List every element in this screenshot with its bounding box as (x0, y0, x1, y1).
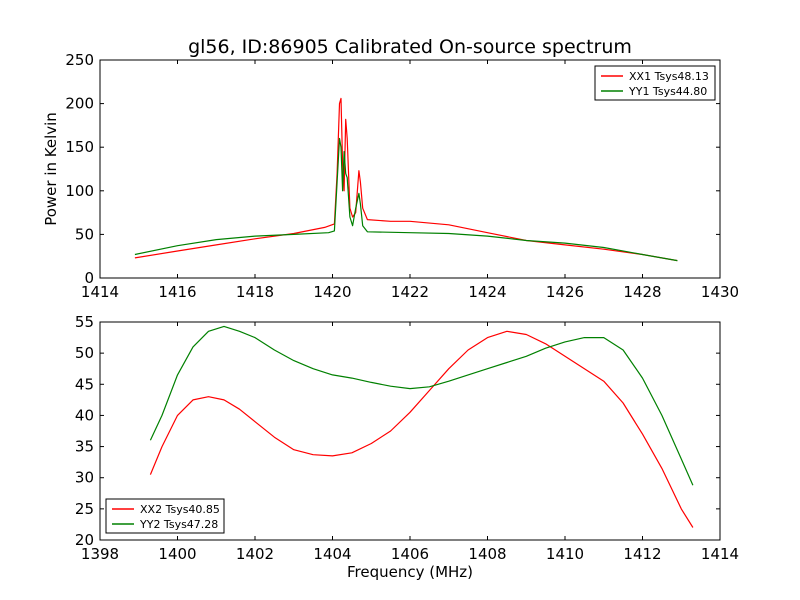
bottom-y-tick-label: 55 (75, 313, 94, 331)
top-x-tick-label: 1428 (623, 283, 661, 301)
bottom-y-tick-label: 20 (75, 531, 94, 549)
top-legend-label-1: XX1 Tsys48.13 (629, 70, 709, 83)
top-y-tick-label: 50 (75, 225, 94, 243)
bottom-x-tick-label: 1402 (236, 545, 274, 563)
top-legend-label-2: YY1 Tsys44.80 (628, 85, 707, 98)
top-x-tick-label: 1418 (236, 283, 274, 301)
bottom-x-axis-label: Frequency (MHz) (347, 563, 473, 581)
top-x-tick-label: 1430 (701, 283, 739, 301)
top-series-line-1 (134, 97, 678, 262)
top-y-tick-label: 100 (65, 182, 94, 200)
top-x-tick-label: 1424 (468, 283, 506, 301)
bottom-legend-label-1: XX2 Tsys40.85 (140, 503, 220, 516)
top-x-tick-label: 1416 (158, 283, 196, 301)
bottom-y-tick-label: 25 (75, 500, 94, 518)
bottom-x-tick-label: 1398 (81, 545, 119, 563)
bottom-y-tick-label: 45 (75, 375, 94, 393)
bottom-chart-panel: 1398 1400 1402 1404 1406 1408 1410 1412 1414 20 25… (75, 313, 739, 581)
top-y-axis-label: Power in Kelvin (42, 112, 60, 226)
top-x-tick-label: 1414 (81, 283, 119, 301)
bottom-series-line-1 (149, 330, 694, 528)
top-y-tick-label: 150 (65, 138, 94, 156)
top-chart-panel: 1414 1416 1418 1420 1422 1424 1426 1428 1430 0 50 1… (42, 51, 739, 301)
bottom-x-tick-label: 1404 (313, 545, 351, 563)
top-y-tick-label: 200 (65, 95, 94, 113)
bottom-y-tick-label: 30 (75, 469, 94, 487)
bottom-legend-label-2: YY2 Tsys47.28 (139, 518, 218, 531)
bottom-x-tick-label: 1408 (468, 545, 506, 563)
top-series-line-2 (134, 137, 678, 262)
top-y-tick-label: 250 (65, 51, 94, 69)
bottom-series-line-2 (149, 325, 694, 486)
bottom-x-tick-label: 1414 (701, 545, 739, 563)
bottom-x-tick-label: 1406 (391, 545, 429, 563)
top-x-tick-label: 1422 (391, 283, 429, 301)
top-x-tick-label: 1426 (546, 283, 584, 301)
bottom-x-tick-label: 1410 (546, 545, 584, 563)
bottom-y-tick-label: 40 (75, 406, 94, 424)
bottom-x-tick-label: 1400 (158, 545, 196, 563)
bottom-x-tick-label: 1412 (623, 545, 661, 563)
bottom-legend-box (105, 498, 225, 534)
top-x-tick-label: 1420 (313, 283, 351, 301)
bottom-y-tick-label: 35 (75, 438, 94, 456)
bottom-y-tick-label: 50 (75, 344, 94, 362)
top-legend-box (594, 65, 716, 101)
top-y-tick-label: 0 (84, 269, 94, 287)
chart-title: gl56, ID:86905 Calibrated On-source spec… (188, 36, 632, 58)
